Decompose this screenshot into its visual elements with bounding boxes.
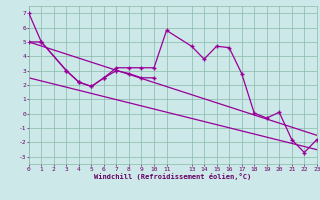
X-axis label: Windchill (Refroidissement éolien,°C): Windchill (Refroidissement éolien,°C) (94, 173, 252, 180)
